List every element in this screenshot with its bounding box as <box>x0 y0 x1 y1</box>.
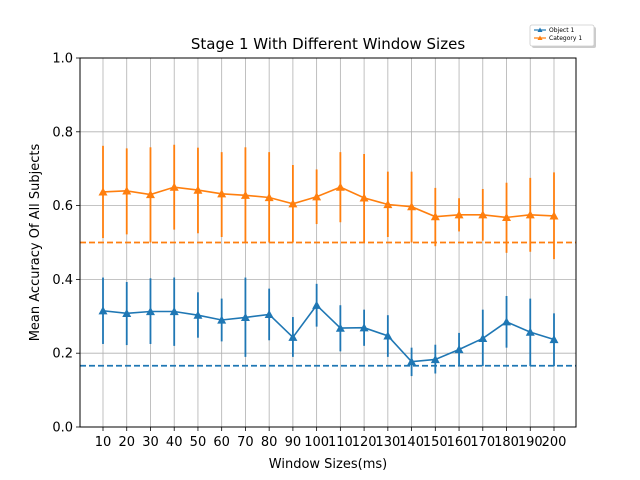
x-tick-label: 30 <box>142 435 159 450</box>
data-point <box>145 307 155 316</box>
x-tick-label: 90 <box>285 435 302 450</box>
x-tick-label: 130 <box>375 435 400 450</box>
data-point <box>383 331 393 340</box>
data-point <box>145 190 155 199</box>
x-axis-label: Window Sizes(ms) <box>269 457 387 472</box>
legend-label: Category 1 <box>549 35 582 42</box>
data-point <box>407 202 417 211</box>
x-tick-label: 170 <box>470 435 495 450</box>
x-tick-label: 120 <box>352 435 377 450</box>
data-point <box>407 357 417 366</box>
x-tick-label: 40 <box>166 435 183 450</box>
data-point <box>359 323 369 332</box>
y-axis-label: Mean Accuracy Of All Subjects <box>28 143 43 341</box>
legend-swatch-marker <box>537 35 543 40</box>
data-point <box>98 187 108 196</box>
data-point <box>193 185 203 194</box>
x-tick-label: 100 <box>304 435 329 450</box>
legend-label: Object 1 <box>549 27 574 34</box>
x-tick-label: 50 <box>190 435 207 450</box>
data-point <box>169 182 179 191</box>
x-tick-label: 160 <box>447 435 472 450</box>
data-point <box>525 327 535 336</box>
data-point <box>169 307 179 316</box>
y-tick-label: 0.4 <box>52 273 73 288</box>
x-tick-label: 150 <box>423 435 448 450</box>
y-tick-label: 0.2 <box>52 347 73 362</box>
y-axis-ticks: 0.0 0.2 0.4 0.6 0.8 1.0 <box>52 52 80 436</box>
series-1 <box>98 277 559 377</box>
data-point <box>288 332 298 341</box>
data-point <box>335 323 345 332</box>
data-point <box>359 193 369 202</box>
data-point <box>335 182 345 191</box>
x-tick-label: 60 <box>213 435 230 450</box>
y-tick-label: 0.0 <box>52 421 73 436</box>
x-tick-label: 200 <box>542 435 567 450</box>
legend-swatch-marker <box>537 27 543 32</box>
series-line <box>102 186 555 219</box>
y-tick-label: 0.8 <box>52 125 73 140</box>
series-2 <box>98 144 559 260</box>
data-point <box>383 199 393 209</box>
x-tick-label: 140 <box>399 435 424 450</box>
x-tick-label: 10 <box>95 435 112 450</box>
series <box>98 144 559 377</box>
data-point <box>525 210 535 219</box>
data-point <box>240 312 250 322</box>
data-point <box>454 345 464 354</box>
data-point <box>549 335 559 344</box>
data-point <box>430 212 440 221</box>
x-axis-ticks: 10 20 30 40 50 60 70 80 90 1001101201301401501601… <box>95 427 567 450</box>
data-point <box>502 317 512 326</box>
data-point <box>454 210 464 219</box>
data-point <box>193 310 203 319</box>
data-point <box>217 189 227 198</box>
x-tick-label: 20 <box>118 435 135 450</box>
data-point <box>312 192 322 201</box>
data-point <box>312 300 322 309</box>
data-point <box>430 354 440 364</box>
data-point <box>98 306 108 315</box>
baselines <box>80 241 576 367</box>
x-tick-label: 70 <box>237 435 254 450</box>
series-line <box>102 304 555 363</box>
data-point <box>122 308 132 317</box>
x-tick-label: 180 <box>494 435 519 450</box>
x-tick-label: 110 <box>328 435 353 450</box>
data-point <box>549 211 559 220</box>
data-point <box>264 192 274 202</box>
data-point <box>122 186 132 195</box>
chart-title: Stage 1 With Different Window Sizes <box>191 35 465 53</box>
data-point <box>217 315 227 324</box>
x-tick-label: 190 <box>518 435 543 450</box>
data-point <box>478 333 488 343</box>
data-point <box>240 190 250 199</box>
data-point <box>288 199 298 208</box>
y-tick-label: 0.6 <box>52 199 73 214</box>
data-point <box>478 210 488 219</box>
y-tick-label: 1.0 <box>52 52 73 67</box>
data-point <box>502 212 512 222</box>
plot-frame <box>79 57 577 428</box>
x-tick-label: 80 <box>261 435 278 450</box>
data-point <box>264 309 274 319</box>
